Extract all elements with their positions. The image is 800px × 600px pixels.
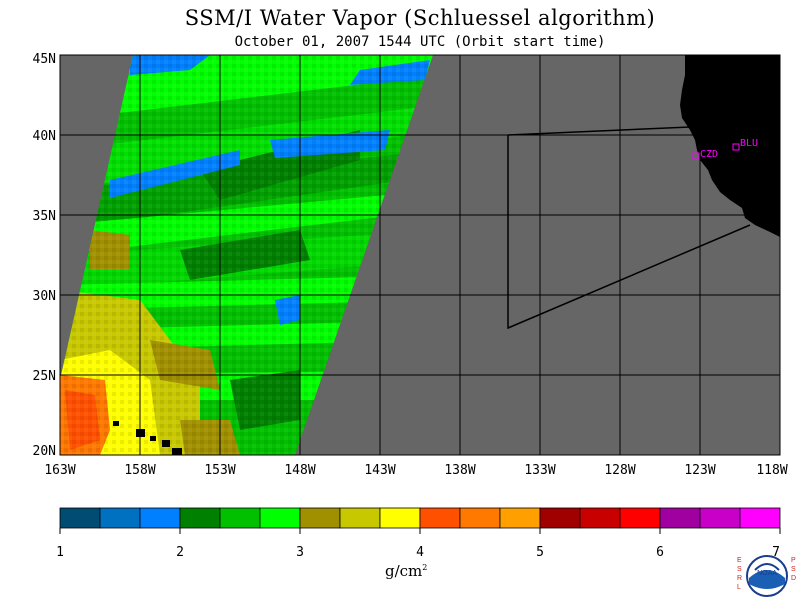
colorbar-units: g/cm2 — [385, 562, 428, 580]
lat-label: 30N — [33, 289, 56, 304]
colorbar-swatch — [59, 507, 101, 529]
colorbar-swatch — [379, 507, 421, 529]
noaa-esrl-logo: ESRL NOAA PSD — [733, 552, 799, 600]
lat-label: 40N — [33, 129, 56, 144]
colorbar-ticks: 1 2 3 4 5 6 7 — [56, 545, 780, 560]
lat-label: 20N — [33, 444, 56, 459]
colorbar-tick-label: 7 — [772, 545, 780, 560]
colorbar-swatch — [339, 507, 381, 529]
colorbar-tick-label: 5 — [536, 545, 544, 560]
colorbar-tick-label: 6 — [656, 545, 664, 560]
colorbar-swatch — [499, 507, 541, 529]
station-blu: BLU — [732, 138, 758, 151]
lon-label: 138W — [444, 463, 475, 478]
colorbar-swatch — [99, 507, 141, 529]
colorbar-swatch — [299, 507, 341, 529]
colorbar-swatch — [459, 507, 501, 529]
map-subtitle: October 01, 2007 1544 UTC (Orbit start t… — [234, 34, 606, 50]
colorbar-swatch — [699, 507, 741, 529]
colorbar-swatch — [619, 507, 661, 529]
station-czd: CZD — [692, 149, 718, 160]
station-label-czd: CZD — [700, 149, 718, 160]
colorbar-swatch — [219, 507, 261, 529]
lon-label: 123W — [684, 463, 715, 478]
lat-label: 25N — [33, 369, 56, 384]
lon-labels: 163W 158W 153W 148W 143W 138W 133W 128W … — [44, 463, 787, 478]
colorbar-swatch — [539, 507, 581, 529]
north-america-land — [680, 55, 780, 237]
colorbar-swatch — [259, 507, 301, 529]
colorbar-tick-label: 4 — [416, 545, 424, 560]
svg-text:NOAA: NOAA — [757, 570, 777, 577]
noaa-badge-icon: NOAA — [746, 555, 788, 597]
lon-label: 143W — [364, 463, 395, 478]
colorbar-swatch — [139, 507, 181, 529]
colorbar-swatch — [179, 507, 221, 529]
lon-label: 148W — [284, 463, 315, 478]
lon-label: 158W — [124, 463, 155, 478]
lon-label: 153W — [204, 463, 235, 478]
lat-labels: 45N 40N 35N 30N 25N 20N — [33, 52, 56, 459]
map-title: SSM/I Water Vapor (Schluessel algorithm) — [184, 6, 656, 30]
colorbar-swatch — [419, 507, 461, 529]
colorbar — [59, 507, 781, 534]
lon-label: 118W — [756, 463, 787, 478]
colorbar-tick-label: 2 — [176, 545, 184, 560]
grid-lines — [60, 55, 780, 455]
colorbar-tick-label: 3 — [296, 545, 304, 560]
colorbar-tick-label: 1 — [56, 545, 64, 560]
lon-label: 133W — [524, 463, 555, 478]
domain-outline — [507, 135, 751, 330]
station-label-blu: BLU — [740, 138, 758, 149]
lon-label: 128W — [604, 463, 635, 478]
colorbar-swatch — [659, 507, 701, 529]
lon-label: 163W — [44, 463, 75, 478]
colorbar-swatch — [739, 507, 781, 529]
colorbar-swatch — [579, 507, 621, 529]
lat-label: 35N — [33, 209, 56, 224]
lat-label: 45N — [33, 52, 56, 67]
